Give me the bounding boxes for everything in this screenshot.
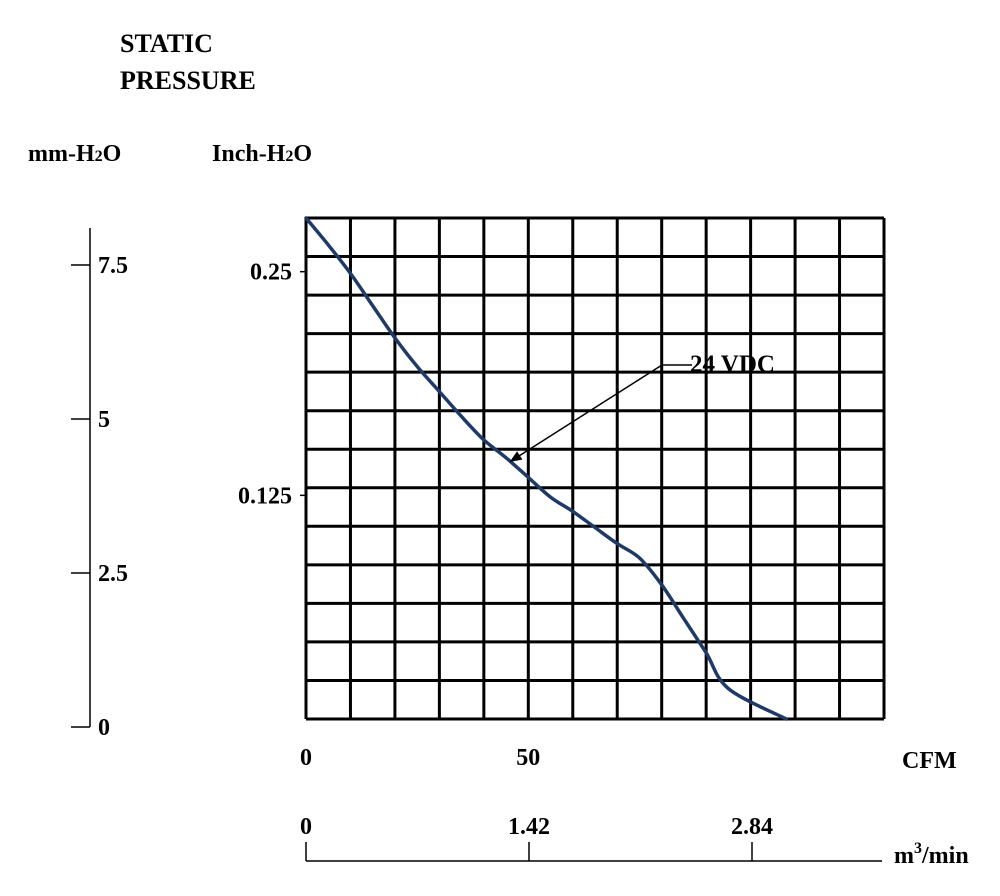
inch-h2o-axis: 0.25 0.125 xyxy=(238,260,306,509)
chart-grid xyxy=(304,216,886,721)
mm-tick-label: 7.5 xyxy=(98,253,128,279)
mm-h2o-unit-label: mm-H2O xyxy=(28,141,121,167)
inch-tick-label: 0.25 xyxy=(250,260,292,286)
series-layer xyxy=(304,216,788,721)
cfm-tick-label: 0 xyxy=(300,745,312,771)
inch-tick-label: 0.125 xyxy=(238,483,292,509)
mm-h2o-axis: 7.5 5 2.5 0 xyxy=(71,228,128,741)
inch-h2o-unit-label: Inch-H2O xyxy=(212,141,312,167)
annotation-layer: 24 VDC xyxy=(509,351,775,462)
mm-tick-label: 2.5 xyxy=(98,561,128,587)
annotation-label-24vdc: 24 VDC xyxy=(690,351,775,378)
cfm-tick-label: 50 xyxy=(516,745,540,771)
m3-tick-label: 1.42 xyxy=(508,814,550,840)
cfm-axis: 0 50 xyxy=(300,745,540,771)
mm-tick-label: 0 xyxy=(98,715,110,741)
mm-tick-label: 5 xyxy=(98,407,110,433)
m3-tick-label: 2.84 xyxy=(731,814,773,840)
chart-title-line2: PRESSURE xyxy=(120,66,256,95)
m3-tick-label: 0 xyxy=(300,814,312,840)
annotation-arrow xyxy=(509,364,663,462)
cfm-unit-label: CFM xyxy=(902,748,957,774)
series-line-24vdc xyxy=(304,216,788,721)
m3-min-unit-label: m3/min xyxy=(894,840,969,869)
chart-title-line1: STATIC xyxy=(120,29,213,58)
m3-min-axis: 0 1.42 2.84 xyxy=(300,814,882,862)
